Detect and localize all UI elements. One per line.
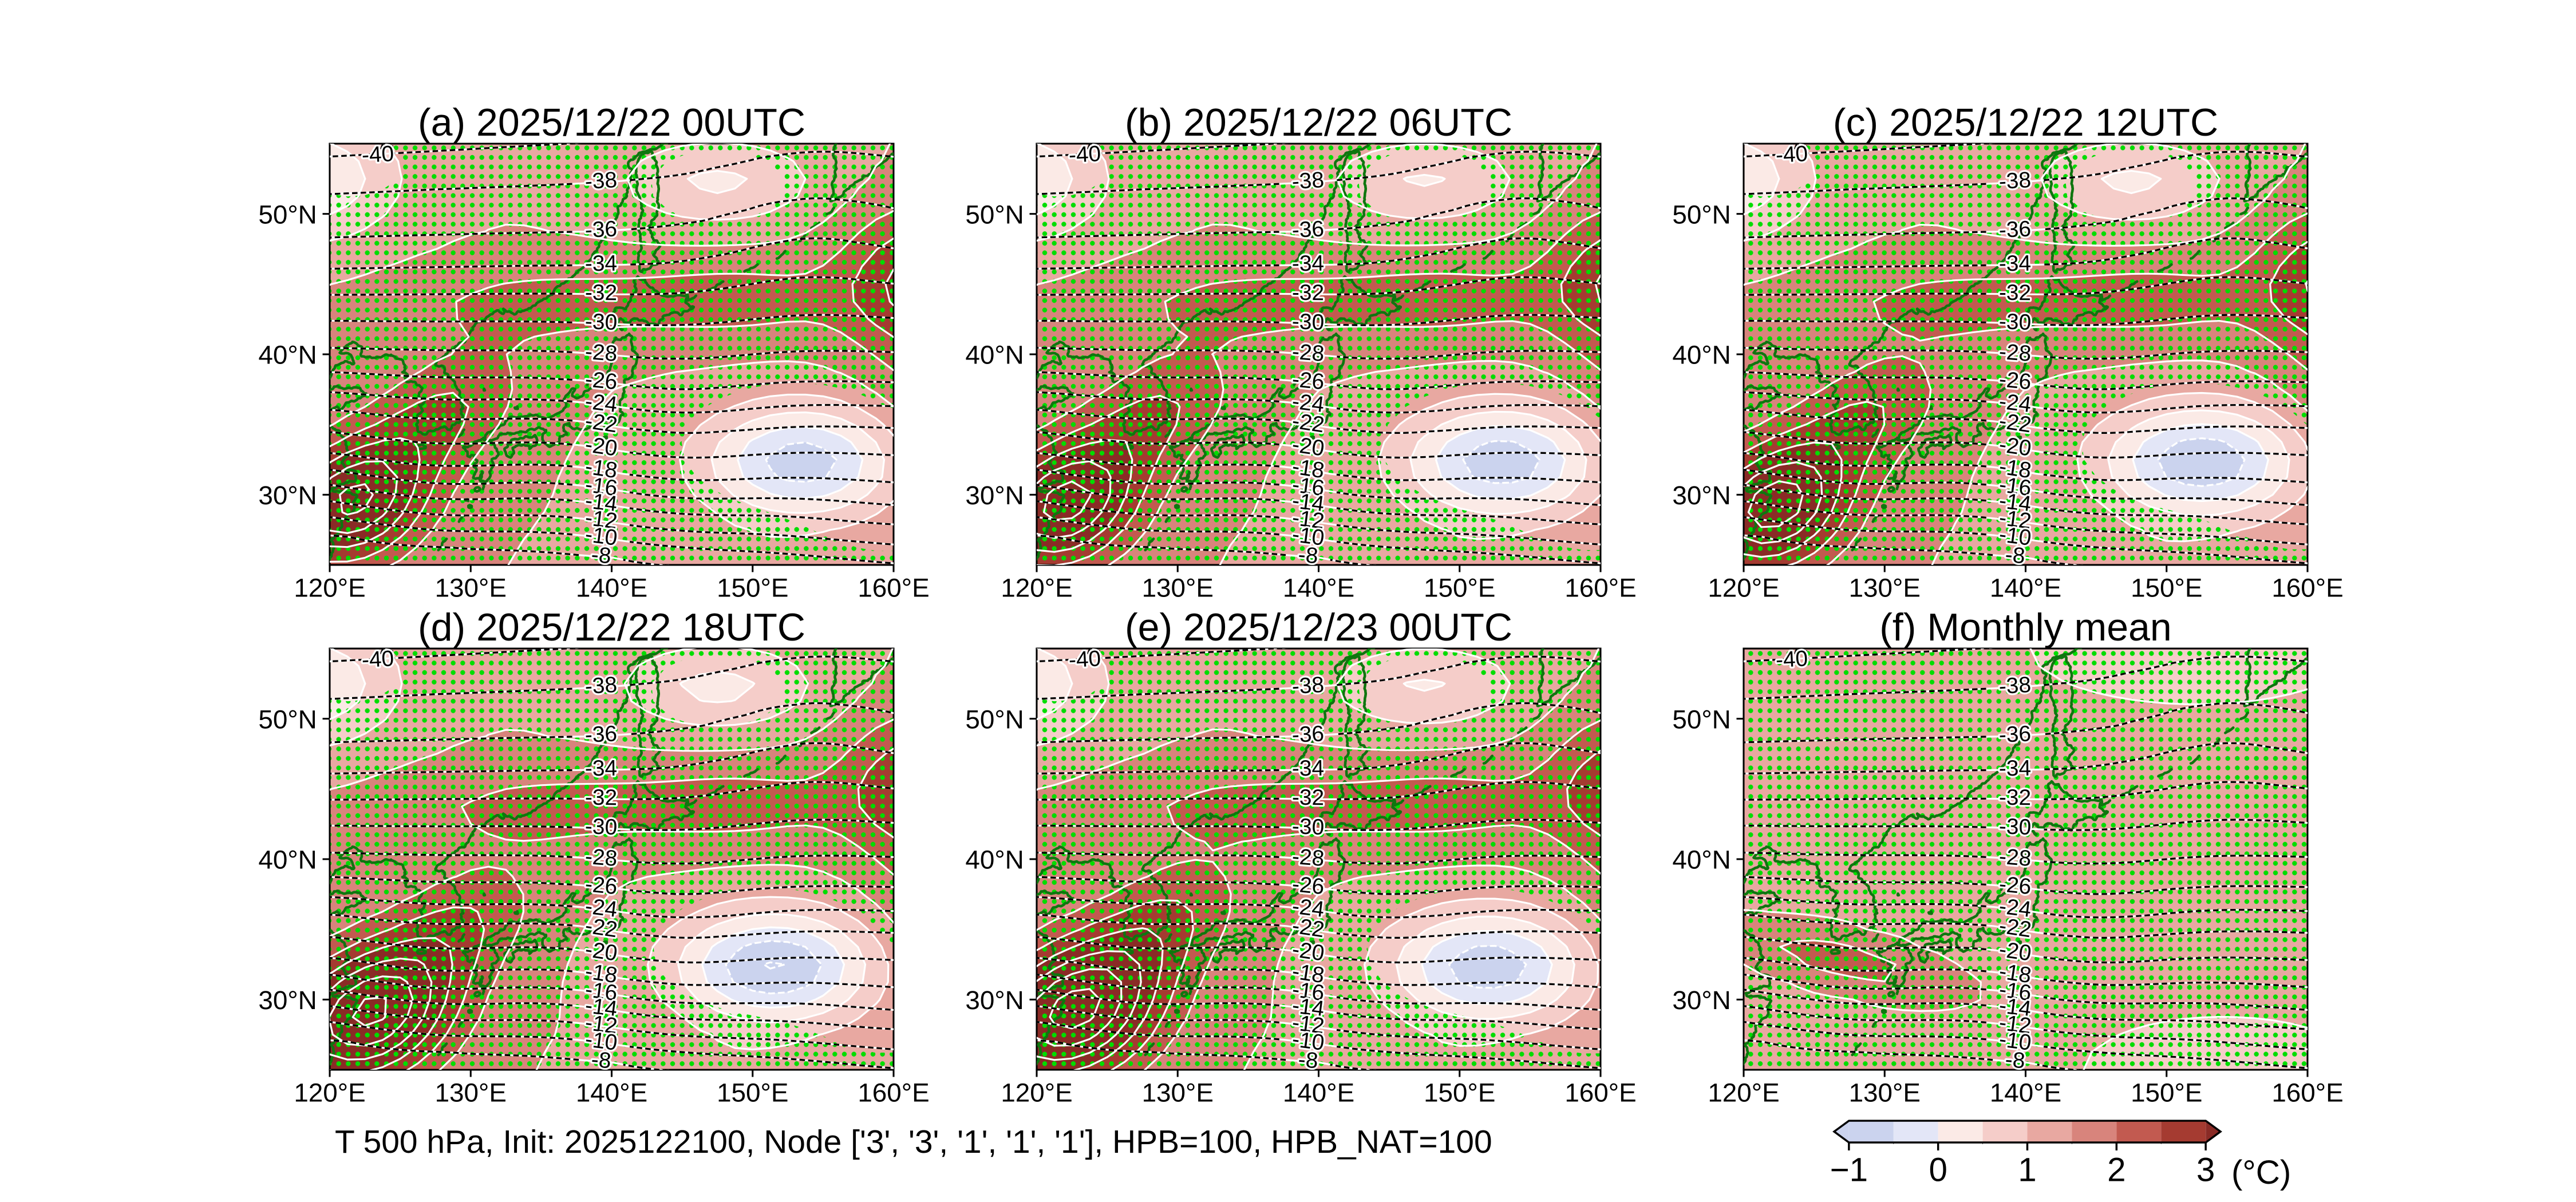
- svg-text:-36: -36: [584, 216, 618, 242]
- svg-text:140°E: 140°E: [1283, 1078, 1354, 1107]
- svg-text:-14: -14: [584, 488, 619, 517]
- svg-text:-16: -16: [584, 472, 619, 501]
- svg-text:160°E: 160°E: [858, 1078, 929, 1107]
- svg-text:30°N: 30°N: [1672, 986, 1730, 1015]
- svg-text:2: 2: [2107, 1151, 2125, 1188]
- svg-text:130°E: 130°E: [1849, 573, 1921, 602]
- svg-text:50°N: 50°N: [1672, 705, 1730, 734]
- svg-text:-10: -10: [584, 522, 619, 551]
- svg-text:-10: -10: [584, 522, 619, 551]
- svg-text:(a) 2025/12/22 00UTC: (a) 2025/12/22 00UTC: [418, 101, 805, 144]
- svg-text:120°E: 120°E: [294, 573, 365, 602]
- svg-text:3: 3: [2196, 1151, 2215, 1188]
- svg-text:(b) 2025/12/22 06UTC: (b) 2025/12/22 06UTC: [1125, 101, 1512, 144]
- svg-text:-20: -20: [584, 432, 619, 461]
- svg-text:-12: -12: [584, 505, 619, 534]
- svg-text:-8: -8: [590, 543, 612, 568]
- svg-text:120°E: 120°E: [1001, 573, 1072, 602]
- svg-text:-32: -32: [585, 280, 618, 306]
- svg-text:30°N: 30°N: [1672, 481, 1730, 510]
- svg-text:-30: -30: [584, 309, 618, 335]
- svg-text:130°E: 130°E: [1142, 573, 1214, 602]
- svg-text:-28: -28: [584, 339, 618, 366]
- svg-text:130°E: 130°E: [435, 1078, 507, 1107]
- svg-text:160°E: 160°E: [2271, 1078, 2343, 1107]
- svg-text:-16: -16: [584, 472, 619, 501]
- svg-text:150°E: 150°E: [717, 573, 788, 602]
- svg-text:-34: -34: [585, 251, 618, 276]
- svg-text:140°E: 140°E: [1990, 1078, 2061, 1107]
- svg-text:-32: -32: [585, 280, 618, 306]
- svg-text:40°N: 40°N: [1672, 341, 1730, 370]
- svg-text:140°E: 140°E: [576, 573, 647, 602]
- svg-text:-14: -14: [584, 488, 619, 517]
- svg-text:40°N: 40°N: [258, 845, 317, 875]
- svg-text:50°N: 50°N: [258, 705, 317, 734]
- svg-text:120°E: 120°E: [1708, 1078, 1779, 1107]
- svg-text:40°N: 40°N: [965, 845, 1024, 875]
- svg-text:-22: -22: [583, 409, 619, 438]
- svg-text:140°E: 140°E: [1990, 573, 2061, 602]
- svg-text:40°N: 40°N: [258, 341, 317, 370]
- svg-text:160°E: 160°E: [2271, 573, 2343, 602]
- svg-text:30°N: 30°N: [965, 481, 1024, 510]
- svg-text:(d) 2025/12/22 18UTC: (d) 2025/12/22 18UTC: [418, 606, 805, 649]
- svg-text:150°E: 150°E: [1424, 573, 1495, 602]
- svg-text:-18: -18: [583, 454, 619, 483]
- svg-text:130°E: 130°E: [1849, 1078, 1921, 1107]
- svg-text:160°E: 160°E: [1564, 573, 1636, 602]
- svg-text:-28: -28: [584, 339, 618, 366]
- svg-text:0: 0: [1929, 1151, 1947, 1188]
- svg-text:-26: -26: [584, 367, 618, 394]
- svg-text:30°N: 30°N: [258, 481, 317, 510]
- svg-text:160°E: 160°E: [858, 573, 929, 602]
- svg-text:(°C): (°C): [2231, 1154, 2291, 1191]
- svg-text:30°N: 30°N: [258, 986, 317, 1015]
- svg-text:-24: -24: [584, 389, 619, 417]
- svg-text:-36: -36: [584, 216, 618, 242]
- svg-text:50°N: 50°N: [965, 200, 1024, 229]
- svg-text:-26: -26: [584, 367, 618, 394]
- svg-text:-38: -38: [584, 168, 618, 194]
- svg-text:-34: -34: [585, 251, 618, 276]
- svg-text:50°N: 50°N: [258, 200, 317, 229]
- svg-text:120°E: 120°E: [1708, 573, 1779, 602]
- svg-text:−1: −1: [1830, 1151, 1868, 1188]
- svg-text:T 500 hPa, Init: 2025122100, N: T 500 hPa, Init: 2025122100, Node ['3', …: [335, 1124, 1492, 1160]
- svg-text:(c) 2025/12/22 12UTC: (c) 2025/12/22 12UTC: [1833, 101, 2218, 144]
- svg-text:120°E: 120°E: [294, 1078, 365, 1107]
- svg-text:130°E: 130°E: [435, 573, 507, 602]
- svg-text:(e) 2025/12/23 00UTC: (e) 2025/12/23 00UTC: [1125, 606, 1512, 649]
- svg-text:140°E: 140°E: [576, 1078, 647, 1107]
- svg-text:150°E: 150°E: [2131, 1078, 2202, 1107]
- svg-text:-40: -40: [361, 141, 394, 168]
- svg-text:120°E: 120°E: [1001, 1078, 1072, 1107]
- svg-text:150°E: 150°E: [2131, 573, 2202, 602]
- svg-text:-24: -24: [584, 389, 619, 417]
- svg-text:-38: -38: [584, 168, 618, 194]
- svg-text:-8: -8: [590, 543, 612, 568]
- svg-text:1: 1: [2018, 1151, 2036, 1188]
- svg-text:-40: -40: [361, 141, 394, 168]
- svg-text:130°E: 130°E: [1142, 1078, 1214, 1107]
- svg-text:(f) Monthly mean: (f) Monthly mean: [1879, 606, 2172, 649]
- svg-text:40°N: 40°N: [965, 341, 1024, 370]
- svg-text:30°N: 30°N: [965, 986, 1024, 1015]
- svg-text:-30: -30: [584, 309, 618, 335]
- svg-text:150°E: 150°E: [1424, 1078, 1495, 1107]
- svg-text:-12: -12: [584, 505, 619, 534]
- svg-text:140°E: 140°E: [1283, 573, 1354, 602]
- svg-text:50°N: 50°N: [1672, 200, 1730, 229]
- svg-text:40°N: 40°N: [1672, 845, 1730, 875]
- svg-text:160°E: 160°E: [1564, 1078, 1636, 1107]
- svg-text:150°E: 150°E: [717, 1078, 788, 1107]
- svg-text:50°N: 50°N: [965, 705, 1024, 734]
